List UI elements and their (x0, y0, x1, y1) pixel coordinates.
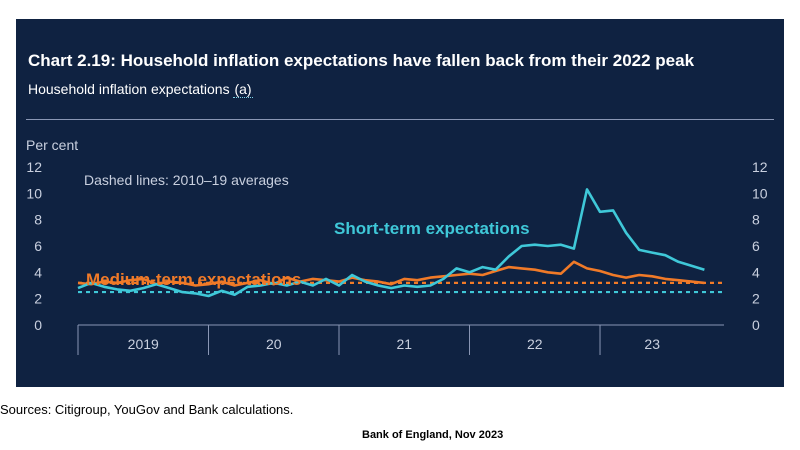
subtitle-text: Household inflation expectations (28, 81, 234, 97)
series-label: Medium-term expectations (86, 270, 301, 289)
y-tick-label-left: 0 (34, 317, 42, 333)
y-tick-label-left: 2 (34, 291, 42, 307)
series-line-medium-term-expectations (77, 260, 705, 287)
y-tick-label-right: 6 (752, 238, 760, 254)
footnote-link[interactable]: (a) (233, 81, 253, 98)
chart-subtitle: Household inflation expectations (a) (28, 81, 253, 98)
y-tick-label-left: 6 (34, 238, 42, 254)
series-label: Short-term expectations (334, 219, 530, 238)
x-tick-label: 22 (527, 336, 543, 352)
y-tick-label-right: 0 (752, 317, 760, 333)
chart-annotation: Dashed lines: 2010–19 averages (84, 172, 289, 188)
series-line-short-term-expectations (77, 188, 705, 298)
attribution: Bank of England, Nov 2023 (362, 429, 504, 441)
x-tick-label: 2019 (128, 336, 159, 352)
chart-title: Chart 2.19: Household inflation expectat… (28, 51, 695, 70)
y-tick-label-left: 12 (26, 159, 42, 175)
chart-panel: Chart 2.19: Household inflation expectat… (16, 19, 784, 387)
x-tick-label: 23 (644, 336, 660, 352)
y-axis-label: Per cent (26, 137, 78, 153)
y-tick-label-left: 10 (26, 185, 42, 201)
y-tick-label-left: 8 (34, 212, 42, 228)
x-tick-label: 20 (266, 336, 282, 352)
sources-note: Sources: Citigroup, YouGov and Bank calc… (0, 402, 294, 417)
y-tick-label-right: 10 (752, 185, 768, 201)
y-tick-label-right: 2 (752, 291, 760, 307)
y-tick-label-right: 12 (752, 159, 768, 175)
x-tick-label: 21 (396, 336, 412, 352)
y-tick-label-right: 8 (752, 212, 760, 228)
title-divider (26, 119, 774, 120)
y-tick-label-right: 4 (752, 264, 760, 280)
y-tick-label-left: 4 (34, 264, 42, 280)
